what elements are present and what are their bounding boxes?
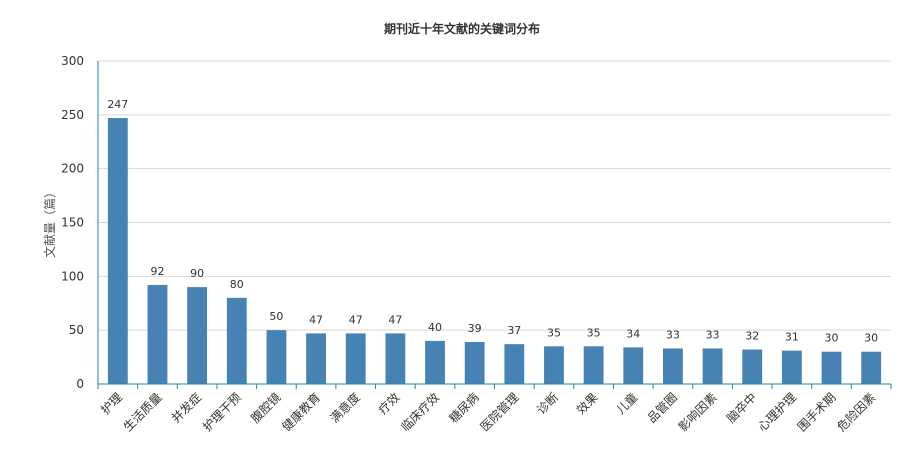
bar-value-label: 30 xyxy=(825,332,839,345)
y-tick-label: 300 xyxy=(61,54,84,68)
y-tick-label: 250 xyxy=(61,108,84,122)
x-category-label: 诊断 xyxy=(534,390,562,418)
x-category-label: 影响因素 xyxy=(675,390,720,435)
x-category-label: 围手术期 xyxy=(795,390,839,434)
bar xyxy=(425,340,445,384)
bar-value-label: 33 xyxy=(706,328,720,341)
bar xyxy=(345,333,366,384)
bar xyxy=(702,348,723,384)
y-tick-label: 50 xyxy=(69,323,84,337)
bar-value-label: 47 xyxy=(388,313,402,326)
bar xyxy=(663,348,683,384)
x-category-label: 生活质量 xyxy=(121,390,165,434)
bar-value-label: 40 xyxy=(428,321,442,334)
bars xyxy=(107,118,882,385)
bar-value-label: 35 xyxy=(547,326,561,339)
bar xyxy=(504,344,525,384)
y-axis-label: 文献量（篇） xyxy=(42,186,57,258)
bar-value-label: 32 xyxy=(745,330,759,343)
bar xyxy=(742,349,763,384)
bar xyxy=(187,287,208,384)
bar xyxy=(781,350,802,384)
bar xyxy=(107,118,128,385)
bar-value-label: 247 xyxy=(107,98,128,111)
bar-value-label: 80 xyxy=(230,278,244,291)
bar-value-label: 37 xyxy=(507,324,521,337)
bar xyxy=(226,297,247,384)
bar xyxy=(266,330,287,384)
x-category-label: 糖尿病 xyxy=(446,390,482,426)
bar-value-label: 33 xyxy=(666,328,680,341)
chart-title: 期刊近十年文献的关键词分布 xyxy=(384,21,540,36)
bar-value-label: 50 xyxy=(269,310,283,323)
bar-value-label: 92 xyxy=(150,265,164,278)
bar xyxy=(623,347,644,384)
bar-value-label: 39 xyxy=(468,322,482,335)
x-category-label: 脑卒中 xyxy=(723,390,759,426)
bar xyxy=(544,346,564,384)
x-category-label: 品管圈 xyxy=(644,390,680,426)
bar xyxy=(306,333,326,384)
x-category-label: 满意度 xyxy=(327,390,363,426)
x-category-label: 护理干预 xyxy=(200,390,244,434)
bar-value-label: 47 xyxy=(349,313,363,326)
y-tick-label: 0 xyxy=(76,377,84,391)
y-tick-label: 100 xyxy=(61,269,84,283)
y-tick-label: 150 xyxy=(61,216,84,230)
x-category-label: 危险因素 xyxy=(834,390,879,435)
bar xyxy=(861,351,882,384)
bar xyxy=(583,346,604,384)
x-category-label: 临床疗效 xyxy=(398,390,443,435)
bar-value-label: 34 xyxy=(626,327,640,340)
bar-value-label: 90 xyxy=(190,267,204,280)
x-category-label: 腹腔镜 xyxy=(247,390,283,426)
bar-value-label: 47 xyxy=(309,313,323,326)
axes xyxy=(97,61,892,389)
x-category-label: 健康教育 xyxy=(279,390,324,435)
x-category-label: 并发症 xyxy=(168,390,204,426)
bar xyxy=(385,333,406,384)
x-category-label: 心理护理 xyxy=(755,390,799,434)
x-category-label: 医院管理 xyxy=(477,390,522,435)
y-tick-label: 200 xyxy=(61,162,84,176)
bar-value-label: 35 xyxy=(587,326,601,339)
grid-lines xyxy=(98,60,891,331)
bar-value-label: 31 xyxy=(785,331,799,344)
bar xyxy=(464,342,485,384)
bar-value-label: 30 xyxy=(864,332,878,345)
x-category-label: 疗效 xyxy=(375,390,403,418)
bar xyxy=(821,351,842,384)
x-category-label: 儿童 xyxy=(613,390,641,418)
bar xyxy=(147,284,168,384)
x-category-label: 护理 xyxy=(98,390,125,417)
x-category-label: 效果 xyxy=(573,390,601,418)
